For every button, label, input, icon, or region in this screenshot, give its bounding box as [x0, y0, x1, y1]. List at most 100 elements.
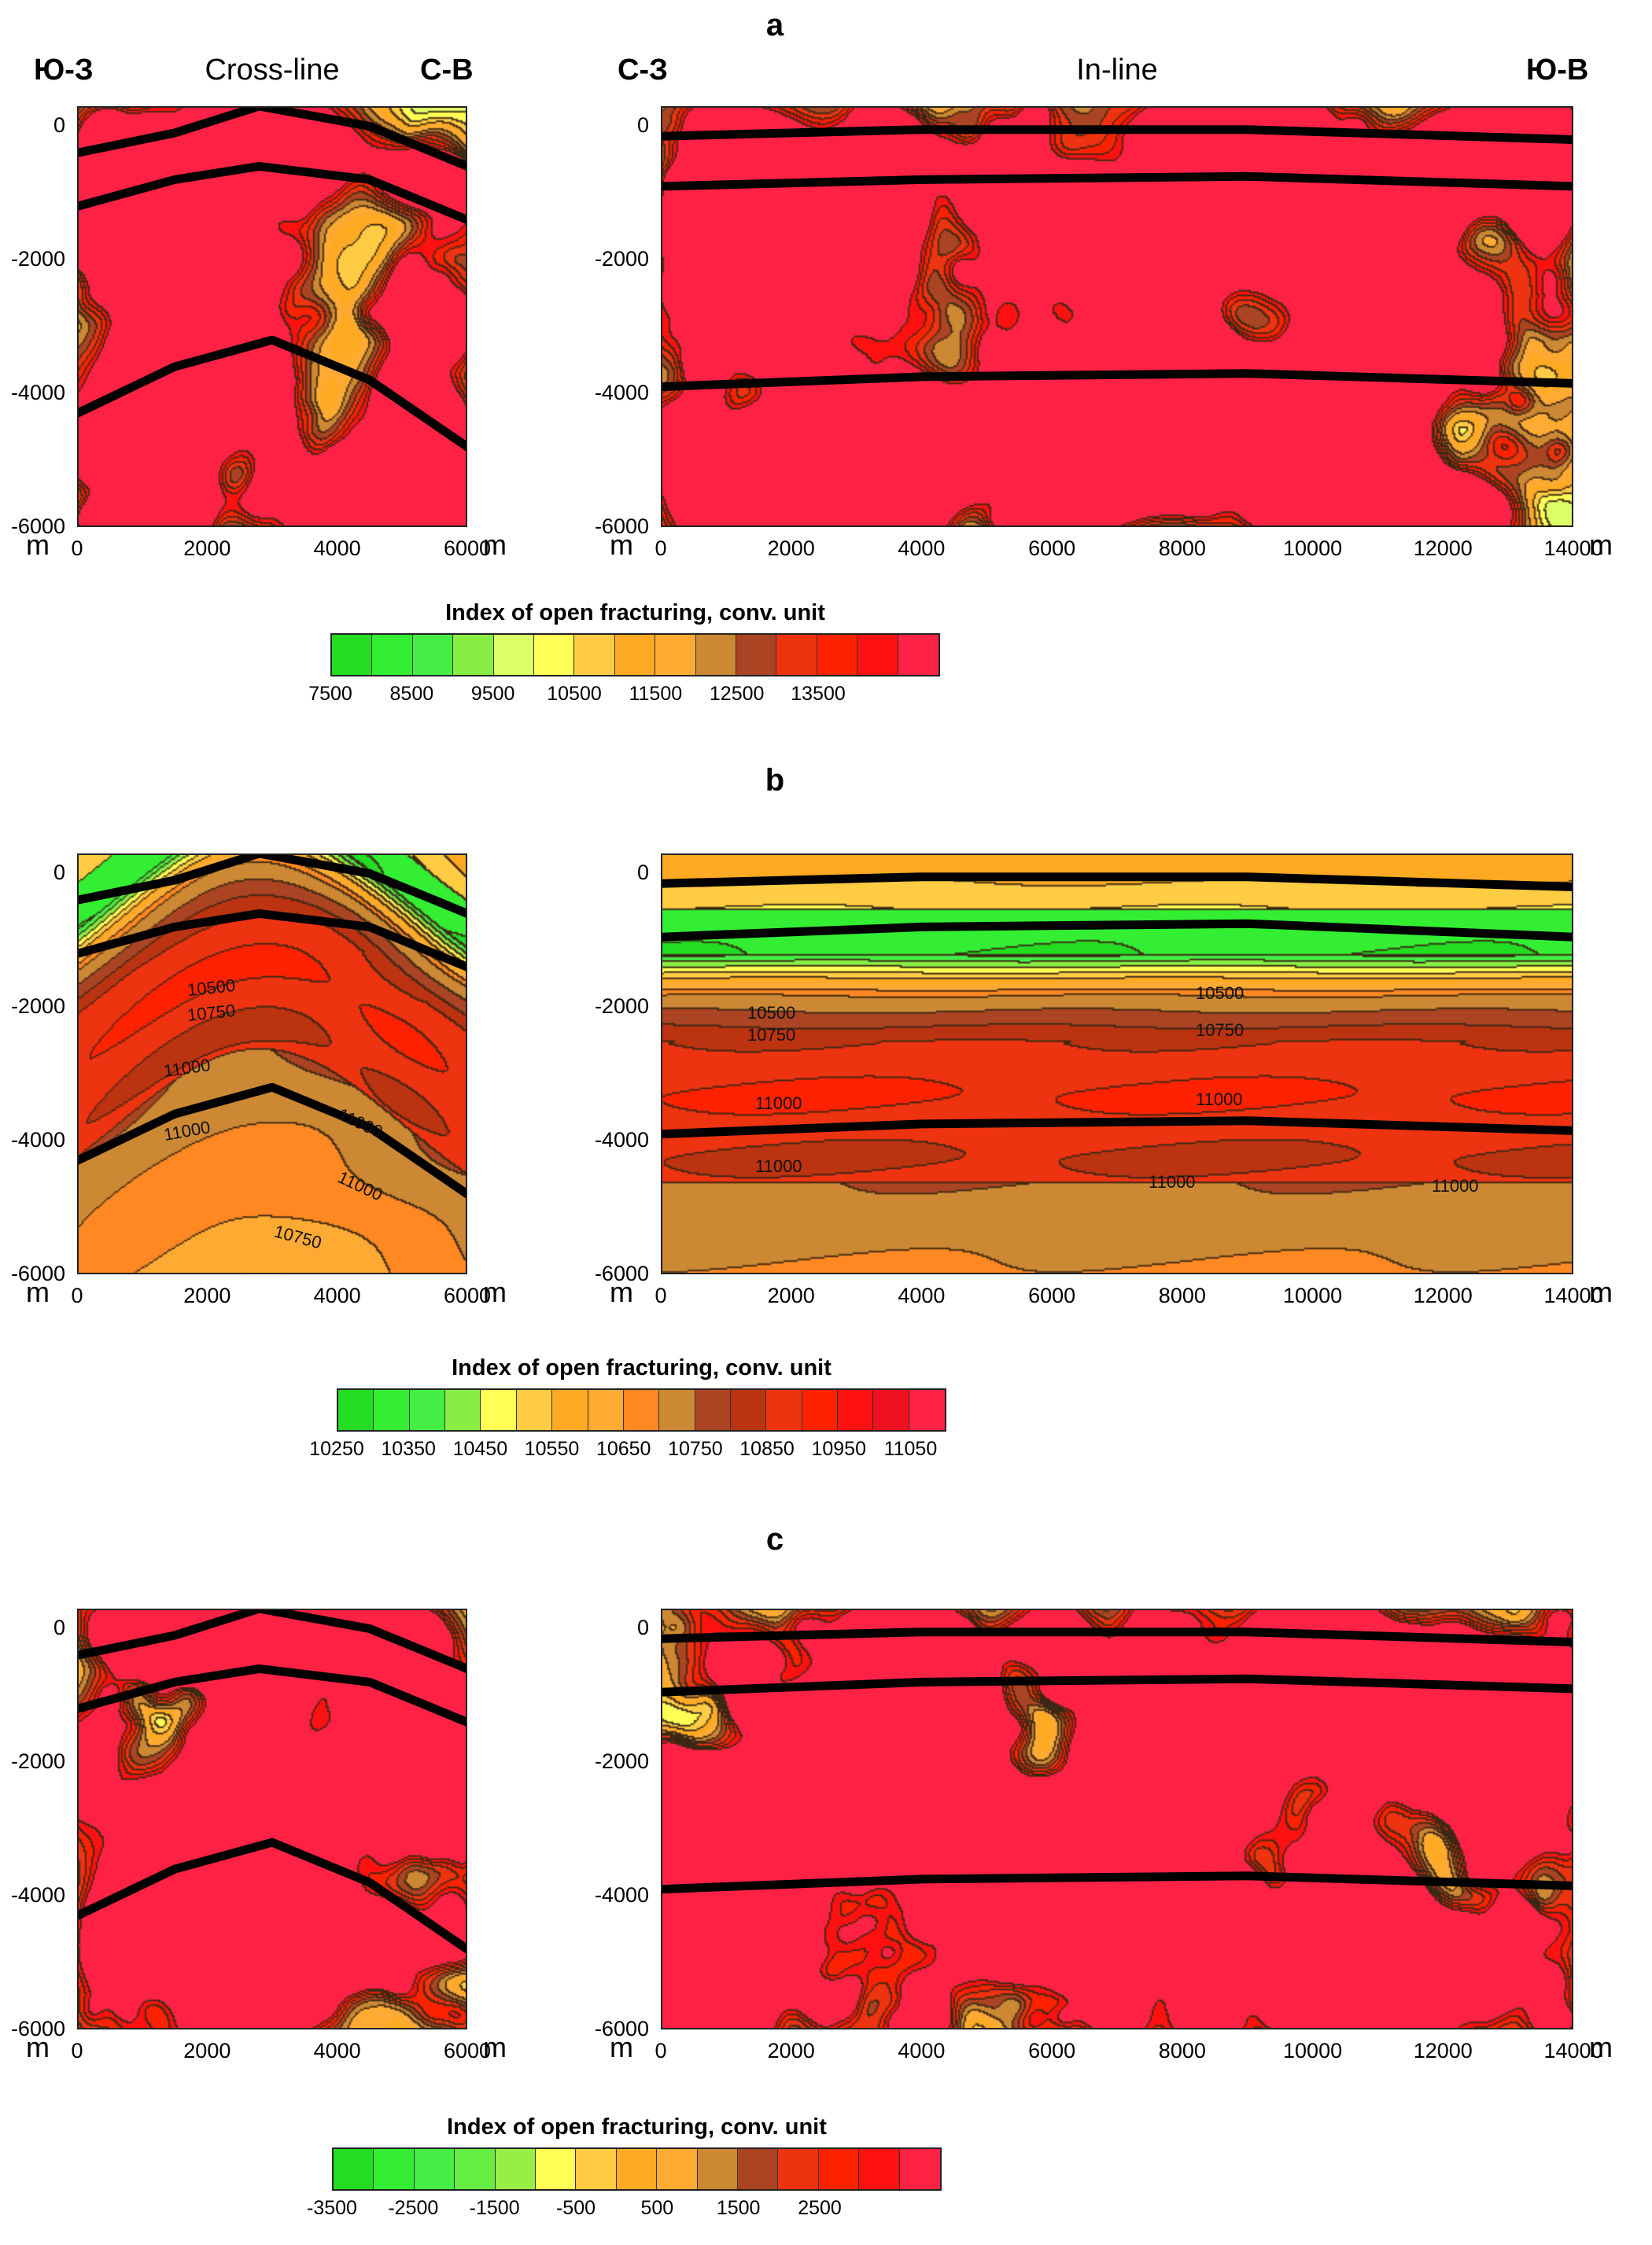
- horizon-line-3: [77, 1838, 467, 1954]
- cross-y-unit-label: m: [26, 529, 50, 561]
- colorbar-b: [337, 1388, 946, 1432]
- colorbar-swatch: [623, 1390, 660, 1430]
- inline-y-tick-label: -6000: [594, 514, 649, 538]
- inline-right-direction-label: Ю-В: [1526, 53, 1589, 87]
- cross-y-unit-label: m: [26, 1276, 50, 1308]
- colorbar-swatch: [516, 1390, 553, 1430]
- horizon-line-3: [661, 369, 1573, 392]
- contour-label: 10750: [1196, 1020, 1245, 1040]
- horizon-line-2: [661, 1674, 1573, 1697]
- cross-y-tick-label: -4000: [10, 381, 65, 405]
- cross-x-tick-label: 0: [71, 2039, 83, 2063]
- inline-y-tick-label: -4000: [594, 1128, 649, 1152]
- cross-x-tick-label: 4000: [313, 2039, 361, 2063]
- colorbar-swatch: [909, 1390, 946, 1430]
- horizon-line-1: [661, 1628, 1573, 1646]
- colorbar-swatch: [695, 635, 737, 675]
- inline-y-tick-label: 0: [636, 1616, 649, 1640]
- colorbar-tick-label: 10650: [596, 1438, 651, 1460]
- colorbar-tick-label: 10950: [811, 1438, 866, 1460]
- colorbar-swatch: [898, 635, 939, 675]
- colorbar-swatch: [455, 2149, 496, 2189]
- plot-frame: [661, 1609, 1573, 2029]
- colorbar-tick-label: 13500: [791, 683, 846, 705]
- inline-x-unit-label: m: [1589, 529, 1613, 561]
- colorbar-swatch: [481, 1390, 517, 1430]
- colorbar-c: [332, 2147, 942, 2191]
- horizon-line-2: [77, 909, 467, 971]
- inline-y-unit-label: m: [610, 1276, 633, 1308]
- cross-y-unit-label: m: [26, 2031, 50, 2063]
- cross-y-tick-label: -6000: [10, 2017, 65, 2040]
- inline-y-tick-label: -4000: [594, 1883, 649, 1908]
- horizon-line-2: [661, 919, 1573, 942]
- inline-x-tick-label: 4000: [898, 2039, 946, 2063]
- cross-x-unit-label: m: [483, 1276, 507, 1308]
- colorbar-tick-label: 10450: [452, 1438, 508, 1460]
- cross-x-unit-label: m: [483, 2031, 507, 2063]
- colorbar-swatch: [409, 1390, 446, 1430]
- fracturing-field: [77, 853, 467, 1274]
- colorbar-swatch: [412, 635, 454, 675]
- horizon-line-3: [77, 335, 467, 452]
- inline-x-unit-label: m: [1589, 2031, 1613, 2063]
- colorbar-tick-label: 10250: [309, 1438, 364, 1460]
- cross-x-tick-label: 6000: [443, 2039, 492, 2063]
- colorbar-tick-label: 10550: [524, 1438, 580, 1460]
- inline-y-tick-label: -2000: [594, 247, 649, 271]
- colorbar-tick-label: 8500: [389, 683, 434, 705]
- inline-x-tick-label: 14000: [1543, 2039, 1603, 2063]
- inline-x-tick-label: 12000: [1413, 2039, 1473, 2063]
- panel-label-b: b: [765, 763, 785, 798]
- contour-label: 10750: [747, 1025, 796, 1045]
- colorbar-tick-label: 1500: [716, 2197, 761, 2219]
- colorbar-title-a: Index of open fracturing, conv. unit: [445, 600, 825, 625]
- cross-x-tick-label: 4000: [313, 536, 361, 560]
- horizon-line-3: [661, 1871, 1573, 1894]
- inline-y-tick-label: 0: [636, 861, 649, 885]
- cross-section-title: Cross-line: [205, 53, 340, 87]
- cross-x-tick-label: 0: [71, 1284, 83, 1307]
- inline-x-tick-label: 2000: [767, 2039, 815, 2063]
- colorbar-swatch: [574, 635, 615, 675]
- colorbar-swatch: [534, 635, 575, 675]
- colorbar-swatch: [873, 1390, 909, 1430]
- cross-right-direction-label: С-В: [420, 53, 474, 87]
- horizon-line-2: [77, 161, 467, 224]
- colorbar-swatch: [576, 2149, 617, 2189]
- contour-label: 10500: [747, 1003, 796, 1023]
- inline-y-tick-label: -6000: [594, 1262, 649, 1285]
- inline-section-title: In-line: [1076, 53, 1158, 87]
- colorbar-tick-label: -1500: [469, 2197, 520, 2219]
- cross-x-unit-label: m: [483, 529, 507, 561]
- colorbar-swatch: [778, 2149, 819, 2189]
- contour-label: 11000: [1196, 1089, 1243, 1109]
- colorbar-title-c: Index of open fracturing, conv. unit: [447, 2114, 827, 2140]
- cross-y-tick-label: 0: [53, 861, 65, 885]
- colorbar-a: [330, 633, 940, 676]
- colorbar-swatch: [859, 2149, 900, 2189]
- inline-x-tick-label: 0: [655, 2039, 667, 2063]
- colorbar-swatch: [453, 635, 494, 675]
- inline-y-unit-label: m: [610, 2031, 633, 2063]
- panel-b-cross-plot: [77, 853, 467, 1274]
- horizon-line-1: [77, 1609, 467, 1673]
- cross-y-tick-label: -2000: [10, 1749, 65, 1774]
- inline-x-tick-label: 4000: [898, 1284, 946, 1307]
- cross-y-tick-label: 0: [53, 113, 65, 138]
- plot-frame: [77, 106, 467, 527]
- cross-x-tick-label: 2000: [183, 1284, 231, 1307]
- contour-label: 11000: [1432, 1176, 1479, 1196]
- inline-x-tick-label: 8000: [1158, 2039, 1206, 2063]
- colorbar-tick-label: -500: [555, 2197, 596, 2219]
- inline-x-tick-label: 8000: [1158, 1284, 1206, 1307]
- colorbar-tick-label: 9500: [470, 683, 515, 705]
- cross-x-tick-label: 6000: [443, 536, 492, 560]
- panel-label-a: a: [765, 8, 784, 42]
- inline-x-tick-label: 6000: [1028, 536, 1076, 560]
- fracturing-field: [77, 1609, 467, 2029]
- colorbar-swatch: [614, 635, 656, 675]
- inline-y-tick-label: -6000: [594, 2017, 649, 2040]
- contour-label: 11000: [755, 1093, 802, 1113]
